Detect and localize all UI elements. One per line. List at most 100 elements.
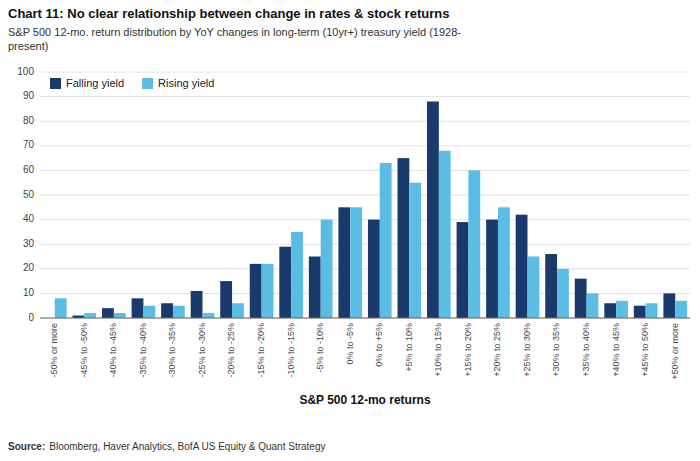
bars (55, 102, 687, 318)
grid-line (40, 72, 690, 73)
x-tick-label: 0% to -5% (345, 323, 355, 365)
x-tick-label: -30% to -35% (167, 323, 177, 378)
grid-line (40, 268, 690, 269)
grid-line (40, 195, 690, 196)
bar (575, 279, 587, 318)
legend-swatch (142, 78, 153, 89)
bar (528, 257, 540, 319)
x-tick-label: -5% to -10% (315, 323, 325, 373)
source-text: Bloomberg, Haver Analytics, BofA US Equi… (49, 441, 325, 452)
chart: Chart 11: No clear relationship between … (0, 0, 700, 461)
x-tick-label: +45% to 50% (640, 323, 650, 377)
bar (84, 313, 96, 318)
bar (557, 269, 569, 318)
y-tick-label: 90 (23, 90, 35, 101)
bar (220, 281, 232, 318)
x-tick-label: -15% to -20% (256, 323, 266, 378)
x-tick-label: -45% to -50% (79, 323, 89, 378)
y-tick-label: 100 (17, 66, 34, 77)
bar (498, 207, 510, 318)
x-tick-label: -50% or more (49, 323, 59, 378)
bar (143, 306, 155, 318)
x-tick-label: -25% to -30% (197, 323, 207, 378)
bar (587, 293, 599, 318)
bar (368, 220, 380, 318)
bar (232, 303, 244, 318)
subtitle-line: S&P 500 12-mo. return distribution by Yo… (8, 26, 461, 38)
bar (398, 158, 410, 318)
x-tick-label: -20% to -25% (226, 323, 236, 378)
subtitle-line: present) (8, 40, 48, 52)
x-tick-label: +5% to 10% (404, 323, 414, 372)
y-tick-label: 20 (23, 262, 35, 273)
bar (675, 301, 687, 318)
x-tick-label: -40% to -45% (108, 323, 118, 378)
grid-line (40, 244, 690, 245)
y-tick-label: 0 (28, 312, 34, 323)
bar (663, 293, 675, 318)
bar (439, 151, 451, 318)
legend: Falling yield Rising yield (50, 77, 214, 89)
legend-swatch (50, 78, 61, 89)
legend-label: Falling yield (66, 77, 124, 89)
bar (132, 298, 144, 318)
bar (646, 303, 658, 318)
x-axis-line (40, 318, 690, 319)
title: Chart 11: No clear relationship between … (8, 6, 449, 21)
bar (321, 220, 333, 318)
x-tick-label: +20% to 25% (492, 323, 502, 377)
bar (203, 313, 215, 318)
bar (380, 163, 392, 318)
x-tick-label: +35% to 40% (581, 323, 591, 377)
legend-label: Rising yield (158, 77, 214, 89)
grid-line (40, 170, 690, 171)
bar (604, 303, 616, 318)
bar (262, 264, 274, 318)
bar (350, 207, 362, 318)
page: {"chart_data": { "type": "bar", "title":… (0, 0, 700, 461)
y-tick-label: 50 (23, 189, 35, 200)
subtitle: S&P 500 12-mo. return distribution by Yo… (8, 26, 461, 52)
bar (468, 170, 480, 318)
bar (634, 306, 646, 318)
grid-line (40, 145, 690, 146)
x-tick-label: +50% or more (670, 323, 680, 380)
bar (102, 308, 114, 318)
grid-line (40, 121, 690, 122)
y-tick-label: 70 (23, 139, 35, 150)
bar (114, 313, 126, 318)
y-tick-label: 80 (23, 115, 35, 126)
bar (516, 215, 528, 318)
source: Source: Bloomberg, Haver Analytics, BofA … (8, 441, 325, 452)
x-tick-label: +10% to 15% (433, 323, 443, 377)
x-tick-label: +25% to 30% (522, 323, 532, 377)
grid-line (40, 318, 690, 319)
x-tick-label: +40% to 45% (611, 323, 621, 377)
y-tick-label: 30 (23, 238, 35, 249)
x-tick-label: -10% to -15% (286, 323, 296, 378)
bar (279, 247, 291, 318)
bar (250, 264, 262, 318)
bar (191, 291, 203, 318)
bar (457, 222, 469, 318)
bar (545, 254, 557, 318)
y-tick-label: 10 (23, 287, 35, 298)
bar (616, 301, 628, 318)
bar (427, 102, 439, 318)
bar (291, 232, 303, 318)
bar (338, 207, 350, 318)
grid-line (40, 96, 690, 97)
y-tick-label: 40 (23, 213, 35, 224)
source-label: Source: (8, 441, 45, 452)
grid-line (40, 219, 690, 220)
bar (161, 303, 173, 318)
bar (173, 306, 185, 318)
y-tick-label: 60 (23, 164, 35, 175)
bar (486, 220, 498, 318)
x-axis-label: S&P 500 12-mo returns (299, 393, 430, 407)
x-tick-label: -35% to -40% (138, 323, 148, 378)
x-tick-label: 0% to +5% (374, 323, 384, 367)
bar (309, 257, 321, 319)
grid (40, 72, 690, 318)
x-tick-label: +30% to 35% (551, 323, 561, 377)
